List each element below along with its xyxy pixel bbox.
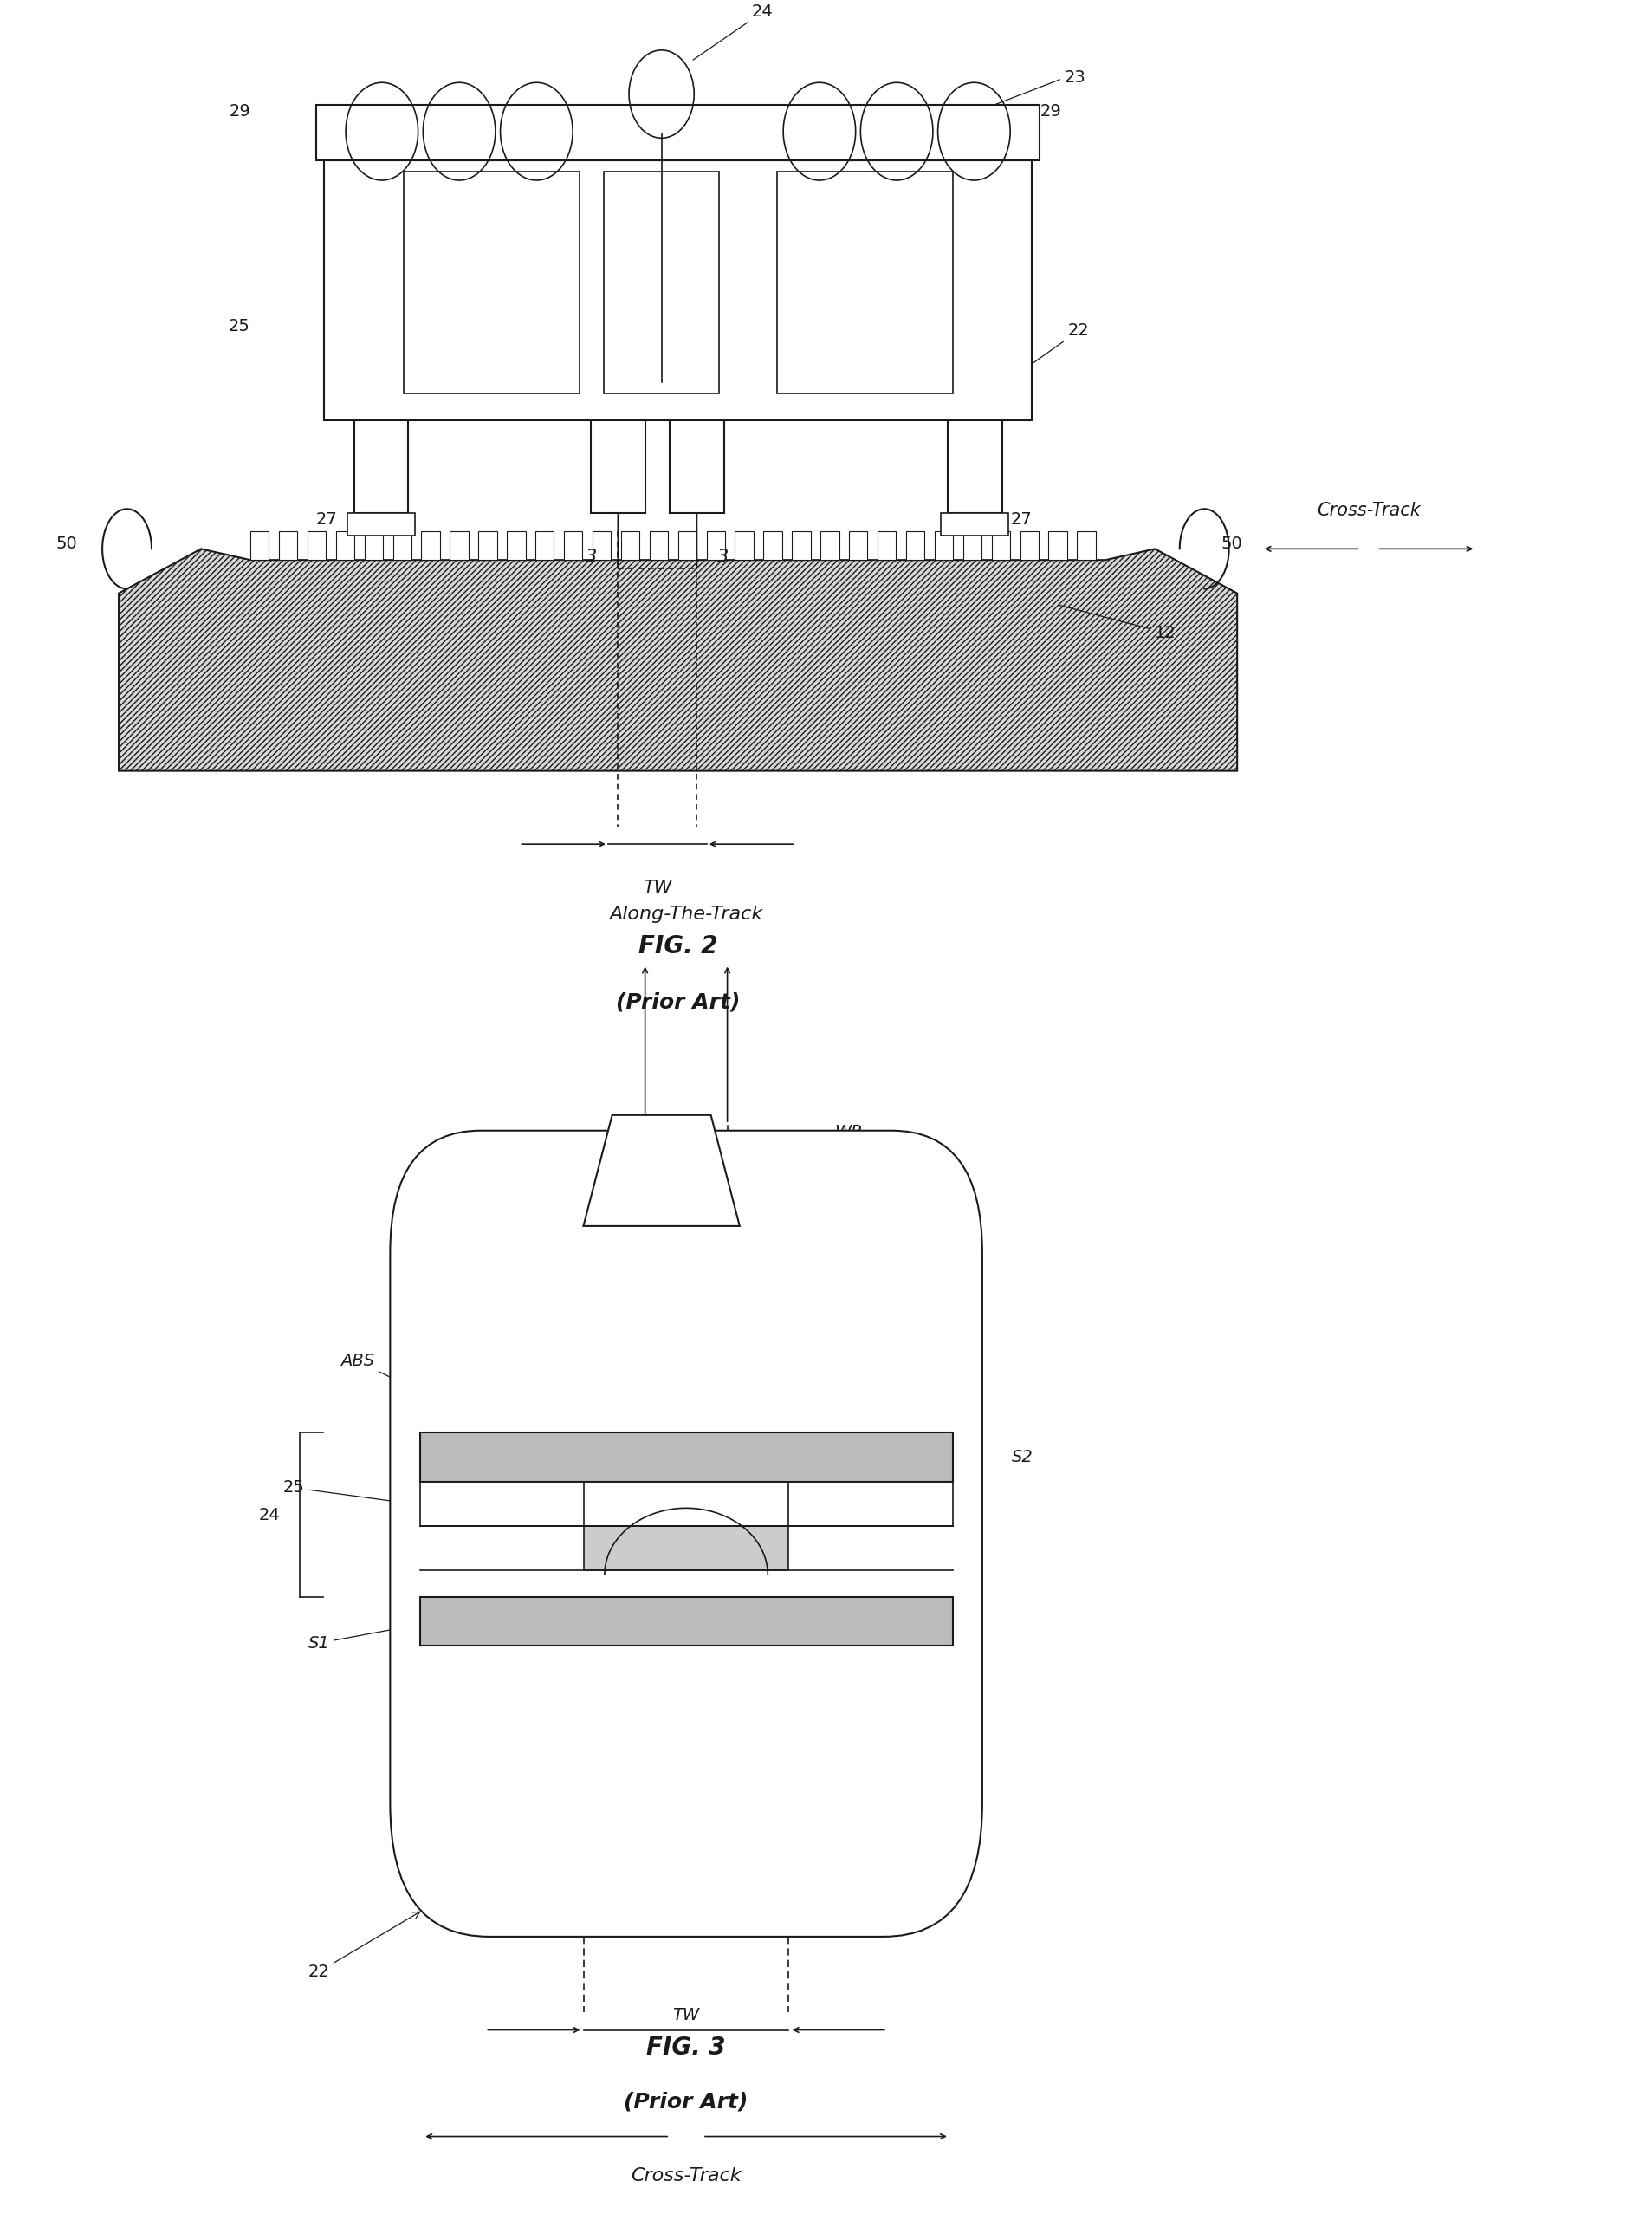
- Text: WP: WP: [727, 1124, 861, 1172]
- Text: S2: S2: [1013, 1449, 1032, 1465]
- Text: FIG. 3: FIG. 3: [646, 2036, 725, 2059]
- Bar: [948, 421, 1003, 513]
- Bar: [963, 531, 981, 560]
- Bar: [279, 531, 297, 560]
- Bar: [316, 105, 1039, 161]
- Text: 50: 50: [56, 535, 78, 553]
- Bar: [479, 531, 497, 560]
- Bar: [585, 1525, 788, 1570]
- Bar: [251, 531, 269, 560]
- Bar: [347, 513, 415, 535]
- Bar: [849, 531, 867, 560]
- Text: 23: 23: [968, 69, 1085, 114]
- Bar: [942, 513, 1009, 535]
- Bar: [403, 170, 580, 394]
- Bar: [393, 531, 411, 560]
- Text: 24: 24: [258, 1508, 279, 1523]
- Bar: [776, 170, 953, 394]
- Text: Cross-Track: Cross-Track: [631, 2166, 742, 2184]
- Bar: [821, 531, 839, 560]
- Bar: [669, 421, 724, 513]
- Bar: [791, 531, 811, 560]
- Text: 22: 22: [1018, 323, 1089, 374]
- Bar: [905, 531, 925, 560]
- Bar: [420, 1597, 953, 1646]
- Bar: [605, 170, 719, 394]
- Text: TW: TW: [672, 2007, 700, 2023]
- Text: S1: S1: [307, 1620, 433, 1651]
- Text: Along-The-Track: Along-The-Track: [610, 905, 763, 923]
- Text: Cross-Track: Cross-Track: [1317, 502, 1421, 520]
- Bar: [420, 1434, 953, 1481]
- PathPatch shape: [390, 1131, 983, 1938]
- Text: 22: 22: [307, 1911, 420, 1980]
- Bar: [1049, 531, 1067, 560]
- Text: 100: 100: [730, 1597, 874, 1644]
- Text: 12: 12: [1059, 605, 1176, 641]
- Bar: [421, 531, 439, 560]
- Text: FIG. 2: FIG. 2: [638, 934, 717, 959]
- Text: TW: TW: [643, 878, 672, 896]
- Text: ABS: ABS: [340, 1353, 477, 1420]
- Text: 24: 24: [694, 4, 773, 60]
- Bar: [935, 531, 953, 560]
- Text: 25: 25: [228, 318, 251, 334]
- Polygon shape: [583, 1116, 740, 1225]
- Bar: [365, 531, 383, 560]
- Bar: [991, 531, 1009, 560]
- Bar: [307, 531, 325, 560]
- Bar: [354, 421, 408, 513]
- Text: 50: 50: [1221, 535, 1242, 553]
- Bar: [591, 421, 644, 513]
- Bar: [621, 531, 639, 560]
- Bar: [335, 531, 355, 560]
- Text: 25: 25: [282, 1481, 408, 1505]
- Polygon shape: [119, 549, 1237, 771]
- Text: (Prior Art): (Prior Art): [616, 992, 740, 1012]
- Text: 29: 29: [230, 103, 251, 119]
- Text: 27: 27: [316, 511, 337, 529]
- Bar: [677, 531, 697, 560]
- Bar: [763, 531, 781, 560]
- Bar: [420, 1481, 953, 1525]
- Bar: [324, 161, 1031, 421]
- Bar: [1077, 531, 1095, 560]
- Bar: [535, 531, 553, 560]
- Bar: [877, 531, 895, 560]
- Bar: [507, 531, 525, 560]
- Text: (Prior Art): (Prior Art): [624, 2092, 748, 2112]
- Bar: [449, 531, 469, 560]
- Bar: [735, 531, 753, 560]
- Bar: [593, 531, 611, 560]
- Bar: [1019, 531, 1039, 560]
- Bar: [649, 531, 667, 560]
- Text: 27: 27: [1011, 511, 1031, 529]
- Bar: [563, 531, 583, 560]
- Text: 3: 3: [717, 549, 729, 567]
- Text: 29: 29: [1039, 103, 1061, 119]
- Text: 3: 3: [586, 549, 598, 567]
- Bar: [707, 531, 725, 560]
